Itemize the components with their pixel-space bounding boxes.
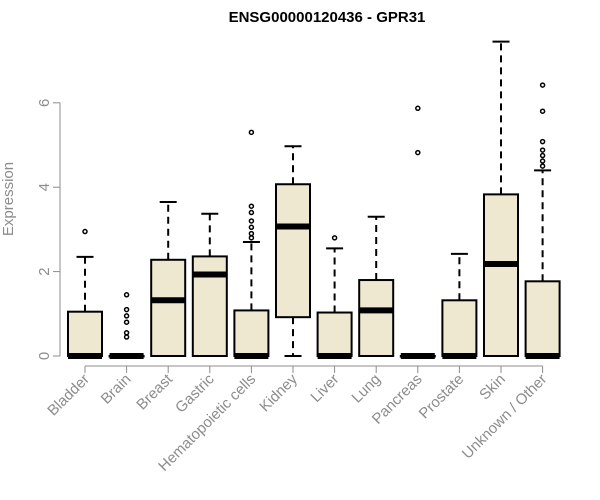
outlier-point [539, 163, 546, 169]
y-tick-label: 2 [36, 267, 53, 275]
x-tick-label: Breast [133, 370, 176, 413]
outlier-point [123, 292, 130, 298]
y-tick-label: 4 [36, 183, 53, 191]
plot-area [67, 40, 561, 359]
box-breast [150, 200, 187, 357]
outlier-point [248, 203, 255, 209]
y-axis: 0 2 4 6 [36, 99, 61, 360]
box-body [483, 193, 519, 357]
box-brain [108, 292, 145, 359]
y-axis-label: Expression [0, 162, 17, 236]
box-body [441, 299, 478, 357]
outlier-point [82, 228, 88, 235]
x-tick-label: Kidney [256, 370, 301, 415]
outlier-point [248, 209, 255, 216]
outlier-point [539, 147, 546, 153]
x-tick-label: Skin [476, 371, 509, 404]
outlier-point [123, 306, 130, 313]
outlier-point [248, 224, 255, 231]
box-body [358, 279, 395, 358]
box-gastric [191, 212, 228, 357]
outlier-point [539, 108, 546, 114]
x-tick-label: Bladder [44, 371, 93, 420]
outlier-point [415, 105, 421, 112]
box-body [67, 310, 103, 358]
outlier-point [123, 313, 130, 319]
box-lung [358, 215, 395, 358]
box-hematopoietic-cells [233, 129, 270, 359]
box-body [524, 280, 561, 357]
box-kidney [275, 145, 311, 357]
outlier-point [123, 330, 130, 336]
outlier-point [123, 319, 130, 325]
outlier-point [123, 334, 130, 340]
box-unknown-other [524, 82, 561, 359]
chart-title: ENSG00000120436 - GPR31 [229, 9, 426, 26]
outlier-point [248, 235, 255, 241]
box-body [316, 311, 353, 357]
outlier-point [539, 152, 546, 159]
x-tick-label: Liver [307, 371, 342, 406]
box-prostate [441, 252, 478, 359]
x-tick-label: Prostate [416, 371, 468, 423]
box-skin [483, 40, 519, 357]
outlier-point [248, 230, 255, 237]
box-body [191, 255, 228, 357]
outlier-point [539, 158, 546, 164]
outlier-point [539, 82, 546, 88]
box-body [275, 183, 311, 319]
x-tick-label: Lung [348, 371, 384, 407]
x-tick-label: Brain [98, 371, 135, 408]
outlier-point [415, 149, 421, 156]
outlier-point [248, 218, 255, 224]
box-liver [316, 235, 353, 359]
box-bladder [67, 228, 103, 359]
box-pancreas [399, 105, 436, 359]
outlier-point [331, 235, 338, 241]
outlier-point [539, 138, 546, 145]
y-tick-label: 6 [36, 99, 53, 107]
y-tick-label: 0 [36, 352, 53, 360]
box-body [150, 258, 187, 357]
box-body [233, 309, 270, 358]
outlier-point [248, 129, 255, 136]
